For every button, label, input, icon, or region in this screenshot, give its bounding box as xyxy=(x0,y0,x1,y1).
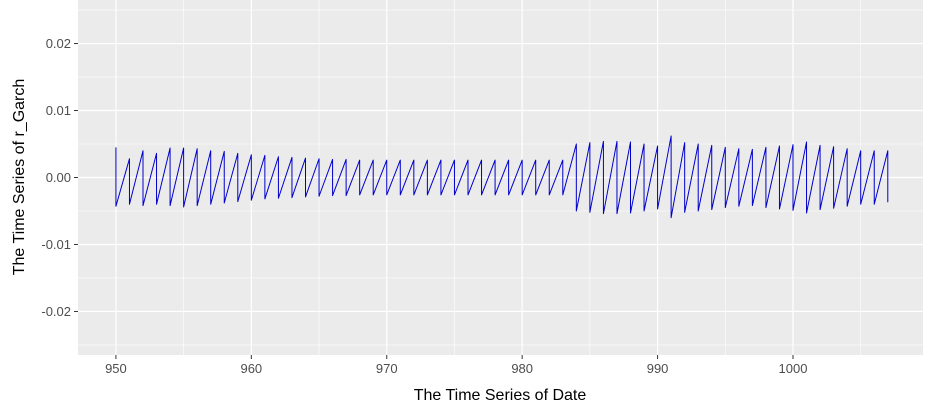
y-tick-label: 0.00 xyxy=(46,170,71,185)
y-axis: -0.02 -0.01 0.00 0.01 0.02 xyxy=(41,36,78,319)
series-layer xyxy=(115,135,889,219)
x-axis: 950 960 970 980 990 1000 xyxy=(105,355,807,376)
y-axis-title: The Time Series of r_Garch xyxy=(11,79,28,276)
minor-gridlines xyxy=(78,0,923,355)
x-tick-label: 950 xyxy=(105,361,127,376)
x-tick-label: 970 xyxy=(376,361,398,376)
y-tick-label: -0.01 xyxy=(41,237,71,252)
x-tick-label: 980 xyxy=(511,361,533,376)
y-tick-label: 0.01 xyxy=(46,103,71,118)
y-tick-label: -0.02 xyxy=(41,304,71,319)
x-axis-title: The Time Series of Date xyxy=(414,387,587,404)
series-line xyxy=(115,135,889,219)
x-tick-label: 960 xyxy=(240,361,262,376)
x-tick-label: 1000 xyxy=(779,361,808,376)
x-tick-label: 990 xyxy=(647,361,669,376)
y-tick-label: 0.02 xyxy=(46,36,71,51)
